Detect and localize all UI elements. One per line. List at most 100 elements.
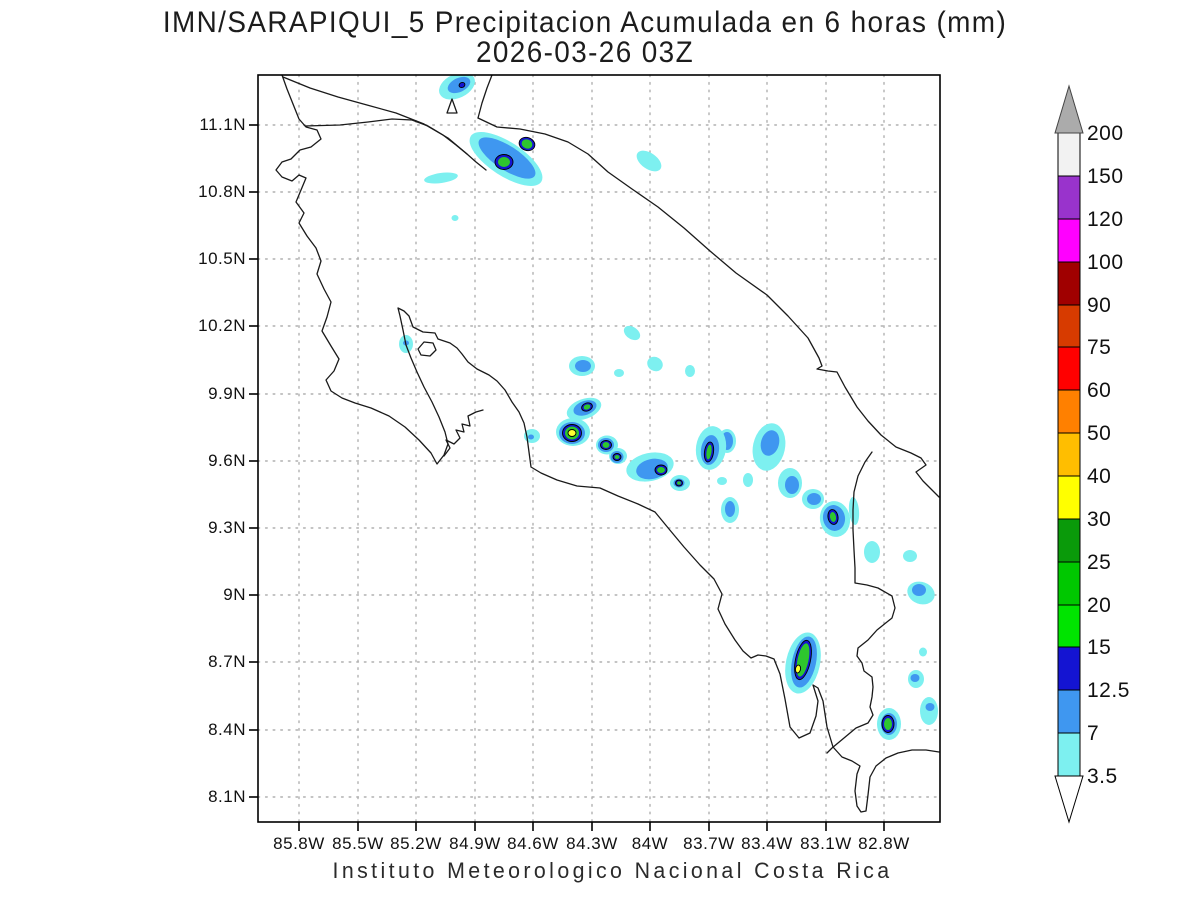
precip-contour [794, 664, 802, 674]
colorbar-segment [1057, 304, 1081, 348]
precip-contour [636, 150, 662, 172]
lon-tick-label: 84.9W [449, 834, 501, 853]
colorbar-segment [1057, 261, 1081, 306]
lon-tick-label: 85.5W [332, 834, 384, 853]
lat-tick-label: 9.3N [208, 518, 246, 537]
lon-tick-label: 84.6W [507, 834, 559, 853]
precip-contour [528, 434, 534, 440]
precip-contour [458, 81, 466, 89]
colorbar-tick-label: 30 [1087, 508, 1112, 531]
lat-tick-label: 10.5N [198, 249, 246, 268]
precip-contour [614, 455, 620, 459]
precip-contour [685, 365, 695, 377]
precip-contour [829, 512, 837, 522]
precip-contour [743, 473, 753, 487]
precip-contour [725, 501, 735, 517]
lon-tick-label: 85.8W [273, 834, 325, 853]
precip-contour [717, 477, 727, 485]
colorbar-tick-label: 75 [1087, 336, 1112, 359]
colorbar-segment [1057, 218, 1081, 263]
colorbar-segment [1057, 132, 1081, 177]
precip-contour [760, 430, 780, 456]
lon-tick-label: 85.2W [390, 834, 442, 853]
lon-tick-label: 82.8W [858, 834, 910, 853]
precip-contour [521, 139, 533, 149]
lat-tick-label: 8.1N [208, 787, 246, 806]
lon-tick-label: 83.1W [800, 834, 852, 853]
precip-contour [583, 404, 591, 410]
axis-ticks [249, 124, 885, 831]
colorbar-segment [1057, 475, 1081, 520]
coastline [275, 74, 940, 813]
plot-valid-time: 2026-03-26 03Z [475, 36, 695, 69]
colorbar-arrow-bottom [1054, 775, 1084, 824]
colorbar-tick-label: 40 [1087, 465, 1112, 488]
precip-contour [575, 360, 591, 372]
colorbar-segment [1057, 732, 1081, 777]
lat-tick-label: 10.2N [198, 316, 246, 335]
lon-tick-label: 84.3W [566, 834, 618, 853]
precip-contour [424, 172, 458, 184]
precip-shaded-areas [399, 75, 938, 740]
precip-contour [677, 481, 681, 485]
precip-contour [903, 550, 917, 562]
colorbar-segment [1057, 346, 1081, 391]
precip-contour [451, 215, 459, 221]
colorbar-segment [1057, 604, 1081, 648]
colorbar-tick-label: 12.5 [1087, 679, 1130, 702]
lat-tick-label: 9N [223, 585, 246, 604]
precip-contour [657, 467, 665, 473]
colorbar-tick-label: 200 [1087, 122, 1124, 145]
lon-tick-label: 83.4W [741, 834, 793, 853]
colorbar-segment [1057, 432, 1081, 477]
precip-contour [807, 493, 821, 505]
precip-contour [785, 476, 799, 494]
colorbar-tick-label: 15 [1087, 636, 1112, 659]
colorbar-segment [1057, 389, 1081, 434]
graticule [257, 74, 941, 823]
colorbar-segment [1057, 646, 1081, 691]
colorbar-tick-label: 3.5 [1087, 765, 1118, 788]
map-frame [257, 74, 941, 823]
precip-contour [848, 497, 860, 525]
precip-contour [647, 356, 663, 372]
colorbar-arrow-top [1054, 84, 1084, 134]
lat-tick-label: 8.7N [208, 652, 246, 671]
colorbar-tick-label: 20 [1087, 594, 1112, 617]
colorbar-tick-label: 120 [1087, 208, 1124, 231]
precip-contour [864, 541, 880, 563]
colorbar-tick-label: 150 [1087, 165, 1124, 188]
precip-contour [498, 157, 510, 167]
island-outline [417, 341, 437, 357]
colorbar-tick-label: 25 [1087, 551, 1112, 574]
colorbar-segment [1057, 689, 1081, 734]
precip-contour [910, 674, 920, 682]
precip-contour [912, 584, 926, 596]
colorbar-tick-label: 7 [1087, 722, 1100, 745]
source-caption: Instituto Meteorologico Nacional Costa R… [332, 858, 893, 883]
plot-title: IMN/SARAPIQUI_5 Precipitacion Acumulada … [162, 6, 1008, 39]
colorbar-tick-label: 60 [1087, 379, 1112, 402]
precip-contour [920, 697, 938, 725]
colorbar-tick-label: 100 [1087, 251, 1124, 274]
lon-tick-label: 84W [631, 834, 669, 853]
colorbar-segment [1057, 518, 1081, 563]
lat-tick-label: 11.1N [199, 115, 246, 134]
colorbar-segment [1057, 561, 1081, 606]
precip-contour [706, 444, 712, 460]
precip-contour [614, 369, 624, 377]
colorbar-tick-label: 50 [1087, 422, 1112, 445]
lat-tick-label: 9.9N [208, 384, 246, 403]
lat-tick-label: 9.6N [208, 451, 246, 470]
precip-contour [919, 647, 927, 657]
lat-tick-label: 10.8N [198, 182, 246, 201]
colorbar-tick-label: 90 [1087, 294, 1112, 317]
precip-contour [567, 429, 577, 437]
precip-contour [925, 703, 935, 711]
precip-contour [602, 442, 610, 448]
island-outline [446, 98, 458, 114]
lon-tick-label: 83.7W [683, 834, 735, 853]
precip-contour [884, 718, 892, 730]
